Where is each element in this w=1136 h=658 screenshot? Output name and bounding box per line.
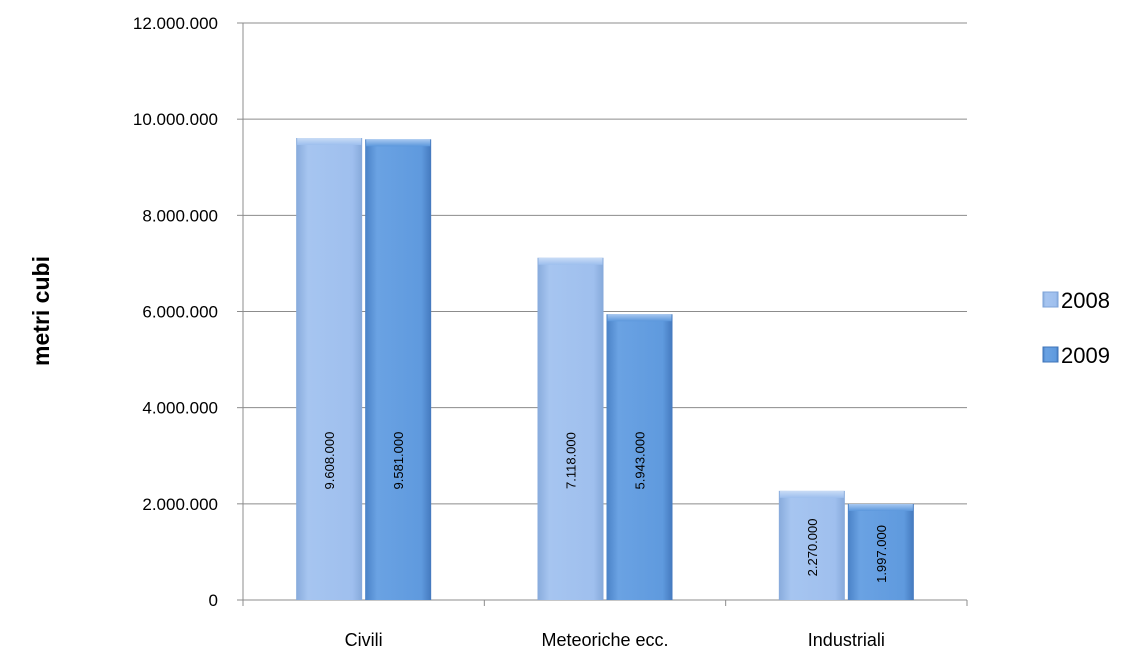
bar-2009-2 <box>847 503 914 600</box>
y-tick-label: 10.000.000 <box>133 110 218 129</box>
legend: 2008 2009 <box>1042 288 1110 368</box>
bar-cap <box>366 139 431 147</box>
bar-2008-2 <box>778 490 845 600</box>
x-tick-label: Civili <box>345 630 383 650</box>
bar-2009-1 <box>606 314 673 600</box>
bars <box>296 138 914 601</box>
bar-cap <box>848 503 913 511</box>
bar-2008-1 <box>537 257 604 600</box>
data-label: 2.270.000 <box>805 519 820 577</box>
bar-cap <box>779 490 844 498</box>
legend-label-2009: 2009 <box>1061 343 1110 368</box>
gridlines <box>243 22 967 505</box>
bar-cap <box>538 257 603 265</box>
data-label: 9.608.000 <box>322 432 337 490</box>
axes: 0 2.000.000 4.000.000 6.000.000 8.000.000 10.… <box>133 14 968 650</box>
data-label: 7.118.000 <box>564 432 579 489</box>
data-labels: 9.608.000 9.581.000 7.118.000 5.943.000 2.27… <box>322 432 889 583</box>
y-tick-label: 12.000.000 <box>133 14 218 33</box>
x-tick-label: Industriali <box>808 630 885 650</box>
data-label: 5.943.000 <box>633 432 648 490</box>
y-axis-title: metri cubi <box>28 256 54 366</box>
bar-2008-0 <box>296 138 363 601</box>
y-tick-label: 8.000.000 <box>142 206 218 225</box>
bar-2009-0 <box>365 139 432 600</box>
y-tick-label: 0 <box>209 591 218 610</box>
y-tick-label: 2.000.000 <box>142 495 218 514</box>
legend-swatch-2009 <box>1042 346 1059 363</box>
bar-cap <box>607 314 672 322</box>
data-label: 1.997.000 <box>874 525 889 583</box>
y-tick-label: 6.000.000 <box>142 303 218 322</box>
x-tick-label: Meteoriche ecc. <box>541 630 668 650</box>
bar-cap <box>297 138 362 146</box>
legend-label-2008: 2008 <box>1061 288 1110 313</box>
legend-swatch-2008 <box>1042 291 1059 308</box>
y-tick-label: 4.000.000 <box>142 399 218 418</box>
data-label: 9.581.000 <box>391 432 406 490</box>
